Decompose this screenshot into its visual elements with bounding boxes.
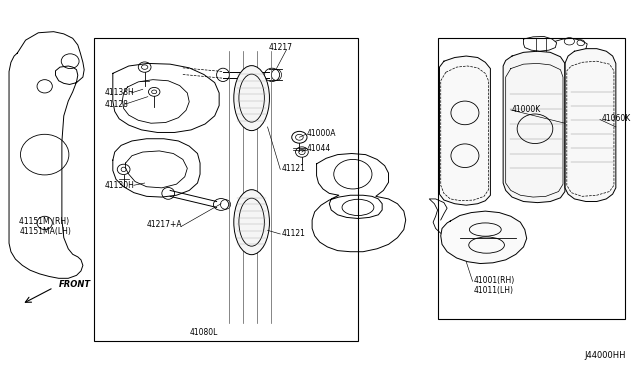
Text: 41060K: 41060K (601, 114, 630, 123)
Text: 41217+A: 41217+A (147, 220, 182, 229)
Polygon shape (565, 49, 616, 202)
Text: J44000HH: J44000HH (584, 350, 625, 360)
Text: 41130H: 41130H (104, 181, 134, 190)
Polygon shape (440, 56, 490, 205)
Text: 41001(RH): 41001(RH) (474, 276, 515, 285)
Text: 41080L: 41080L (189, 328, 218, 337)
Text: 41000A: 41000A (307, 129, 337, 138)
Text: FRONT: FRONT (59, 280, 91, 289)
Text: 41000K: 41000K (512, 105, 541, 114)
Ellipse shape (234, 65, 269, 131)
Bar (438, 38, 625, 319)
Text: 41151MA(LH): 41151MA(LH) (19, 227, 71, 235)
Text: 41011(LH): 41011(LH) (474, 286, 514, 295)
Text: 41121: 41121 (282, 229, 305, 238)
Text: 41128: 41128 (104, 100, 129, 109)
Polygon shape (441, 211, 527, 263)
Text: 41044: 41044 (307, 144, 332, 153)
Text: 41217: 41217 (269, 43, 293, 52)
Polygon shape (503, 51, 565, 203)
Text: 41138H: 41138H (104, 89, 134, 97)
Text: 41151M (RH): 41151M (RH) (19, 217, 69, 225)
Ellipse shape (234, 190, 269, 255)
Text: 41121: 41121 (282, 164, 305, 173)
Bar (93, 38, 358, 341)
